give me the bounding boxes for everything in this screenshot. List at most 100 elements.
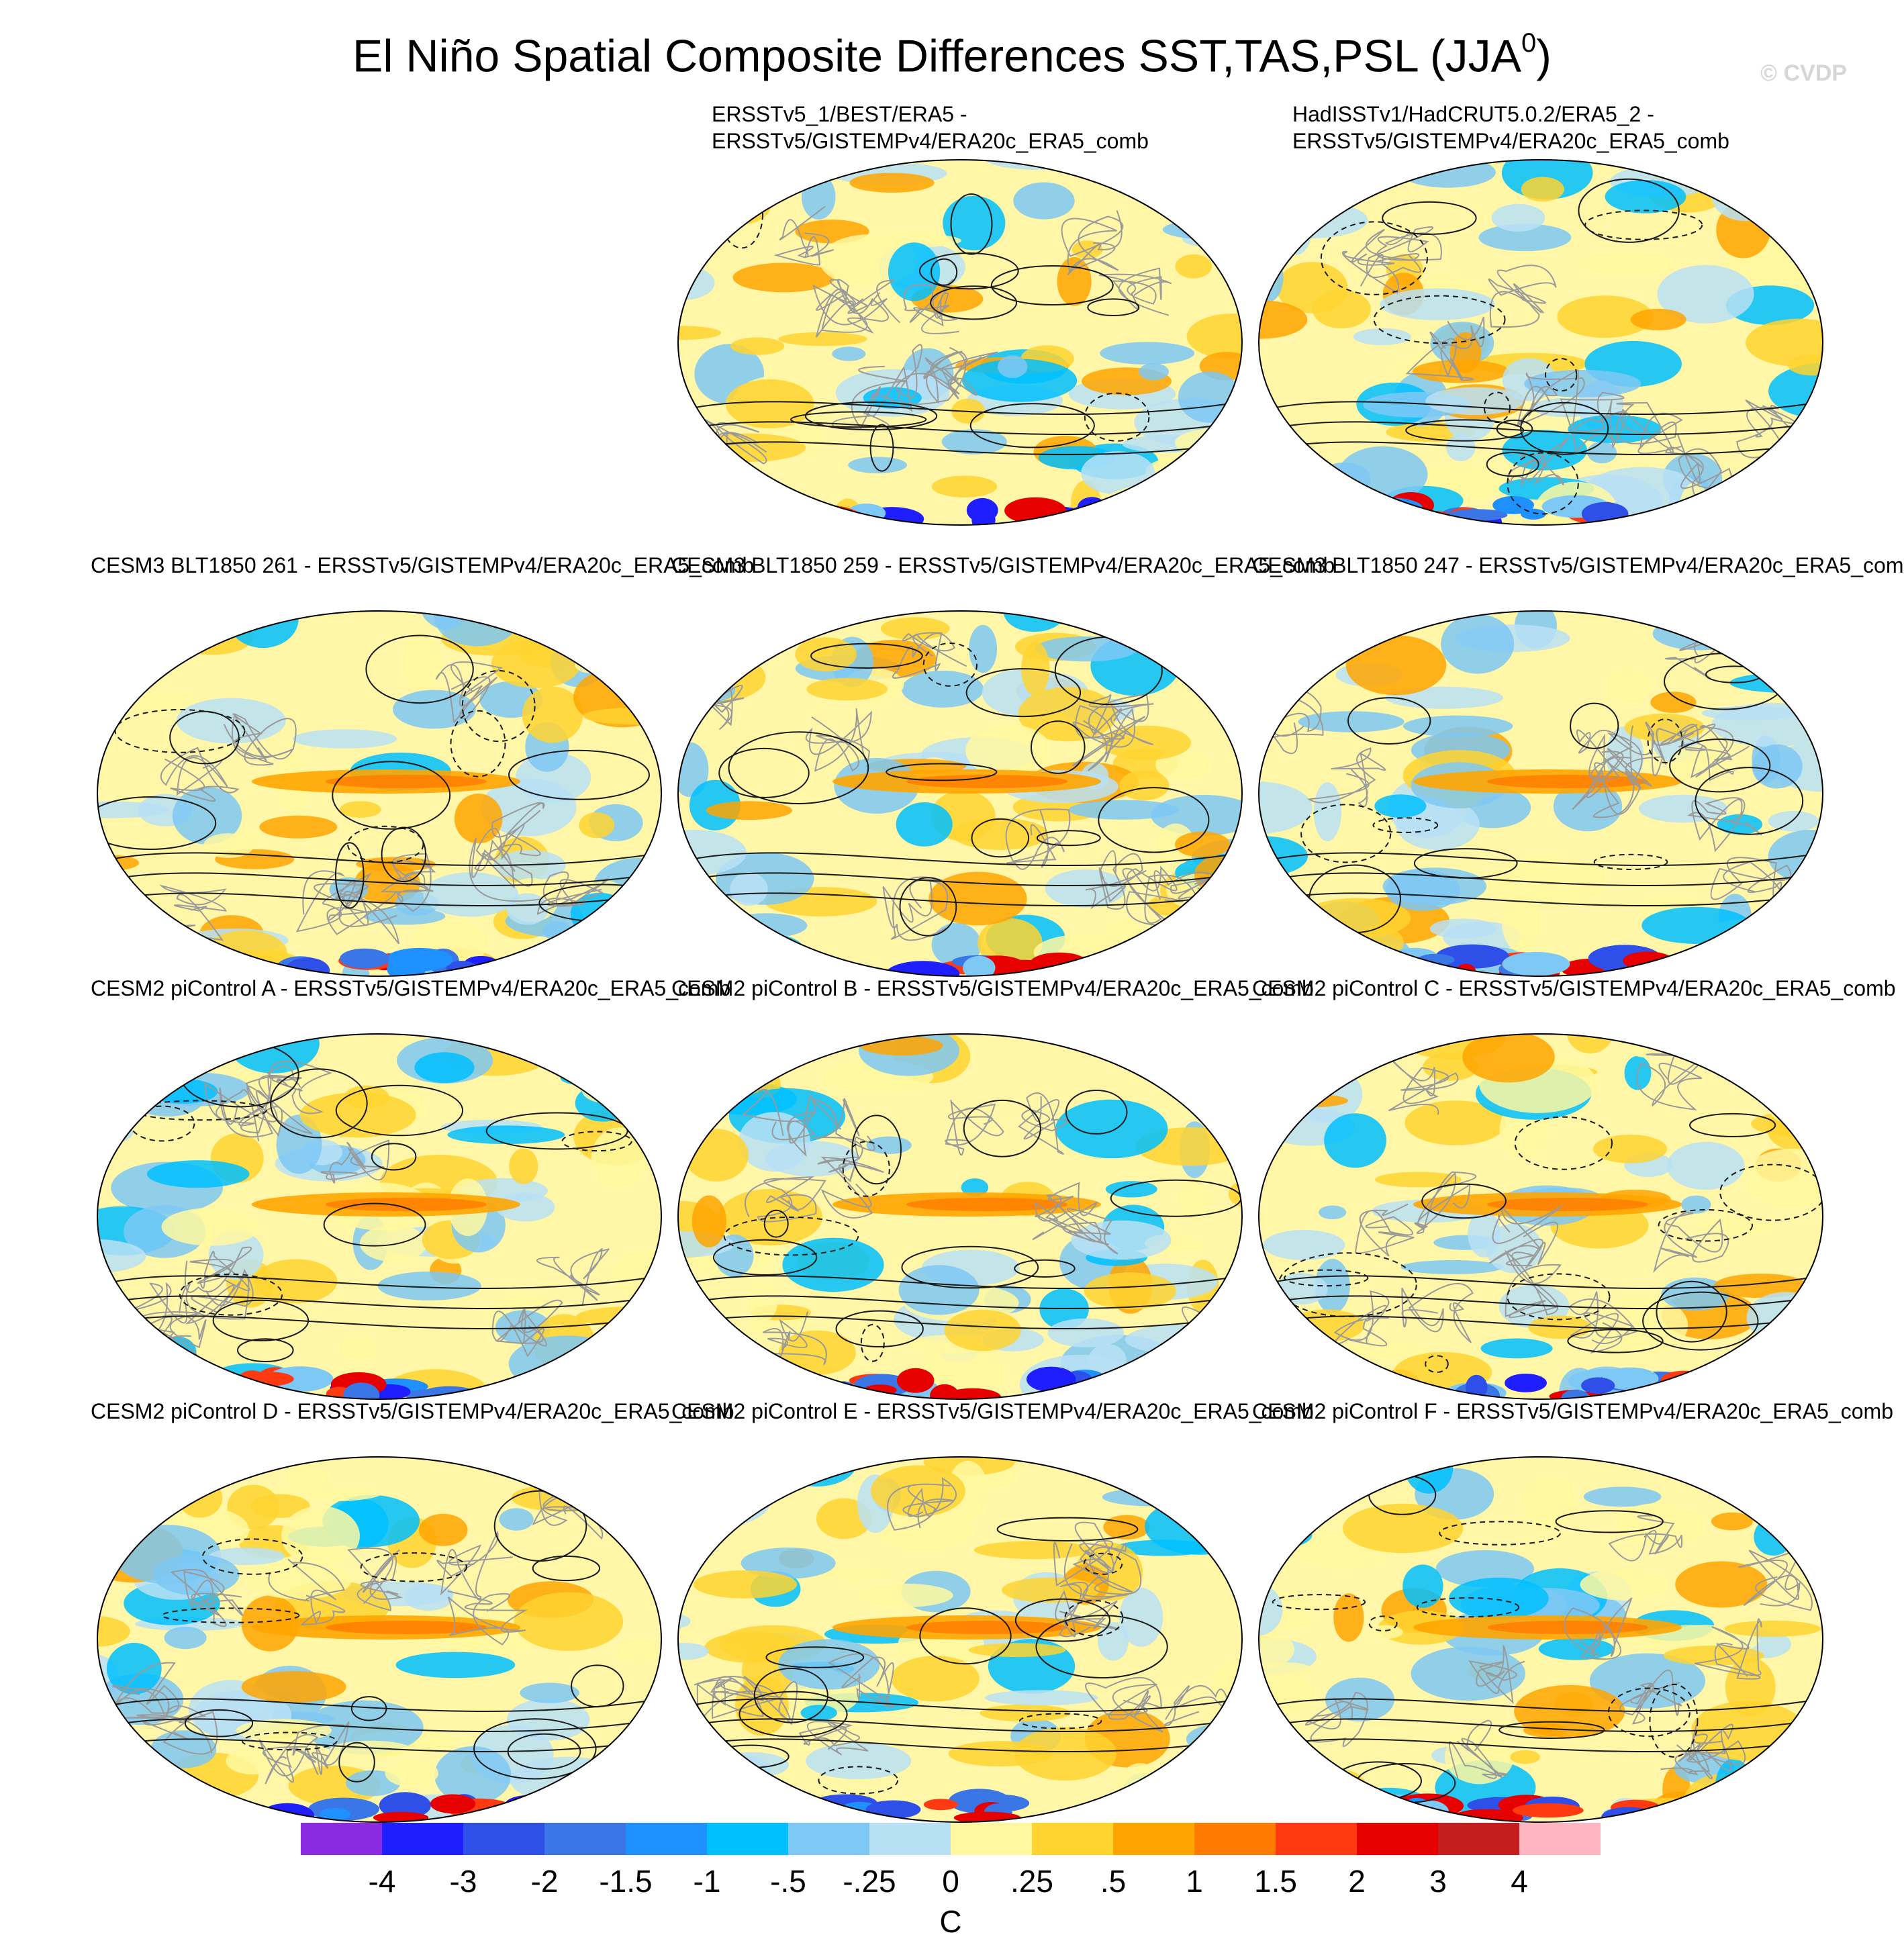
anomaly-patch [871,1465,965,1517]
antarctic-patch [1064,960,1110,976]
anomaly-patch [1057,256,1092,306]
anomaly-patch [1018,687,1117,742]
anomaly-patch [1198,646,1242,688]
psl-contour [103,1315,655,1329]
anomaly-patch [1701,706,1797,720]
anomaly-patch [1795,1304,1823,1321]
anomaly-patch [795,637,857,672]
anomaly-patch [1259,1584,1283,1636]
psl-contour [335,842,365,909]
colorbar-swatch [869,1823,951,1855]
coastline [1568,1291,1638,1354]
anomaly-patch [1259,659,1294,682]
anomaly-patch [591,1127,649,1188]
colorbar-tick-label: 3 [1429,1864,1447,1899]
coastline [170,1568,244,1627]
anomaly-patch [678,326,722,340]
psl-contour [1014,1259,1076,1278]
anomaly-patch [730,337,785,355]
colorbar-swatch [951,1823,1033,1855]
nino-core [326,1198,487,1211]
psl-contour [1368,1615,1398,1632]
anomaly-patch [898,1265,980,1315]
psl-contour [990,265,1114,305]
coastline [812,284,888,338]
anomaly-patch [1259,446,1322,493]
psl-contour [450,710,506,777]
psl-contour [1656,1280,1727,1343]
map-picF [1258,1456,1823,1823]
antarctic-patch [1027,1366,1076,1392]
antarctic-patch [1581,1377,1615,1394]
nino-core [326,775,487,788]
anomaly-patch [130,689,197,714]
psl-contour [1486,452,1539,477]
anomaly-patch [1100,342,1195,365]
anomaly-patch [1583,1486,1662,1507]
anomaly-patch [146,1160,250,1188]
psl-contour [1265,852,1817,866]
anomaly-patch [1173,912,1242,942]
anomaly-patch [678,1708,704,1762]
map-border [97,1033,662,1400]
anomaly-patch [1760,1511,1823,1535]
anomaly-patch [101,1360,183,1377]
field-layer [678,160,1242,525]
psl-contour [1578,178,1680,243]
anomaly-patch [1441,614,1515,674]
anomaly-patch [902,670,984,708]
anomaly-patch [1267,160,1378,181]
colorbar-tick-label: 2 [1348,1864,1366,1899]
psl-contour [1567,1329,1664,1354]
coastline [1507,437,1570,486]
anomaly-patch [203,611,263,628]
anomaly-patch [1267,1094,1348,1108]
psl-contour [1642,1291,1759,1351]
psl-contour [1669,739,1771,793]
coastline [1694,1618,1762,1680]
anomaly-patch [806,1742,912,1780]
coastline [1072,705,1146,771]
coastline [1085,1676,1163,1733]
anomaly-patch [1724,1620,1821,1637]
antarctic-patch [267,1366,334,1392]
panel-title: CESM2 piControl E - ERSSTv5/GISTEMPv4/ER… [671,1399,1314,1423]
colorbar-tick-label: -2 [530,1864,559,1899]
panel-blt247: CESM3 BLT1850 247 - ERSSTv5/GISTEMPv4/ER… [1252,552,1904,982]
anomaly-patch [1684,1774,1760,1822]
anomaly-patch [1746,318,1823,367]
anomaly-patch [339,801,381,818]
colorbar-swatch [1113,1823,1195,1855]
antarctic-patch [944,1388,1002,1399]
antarctic-patch [865,1800,921,1819]
coastline [1053,1521,1127,1586]
anomaly-patch [1094,160,1151,187]
anomaly-patch [1288,1309,1365,1342]
anomaly-patch [1650,692,1697,713]
psl-contour [103,1718,655,1732]
psl-contour [919,1607,1012,1665]
psl-contour [684,421,1236,435]
antarctic-patch [847,504,886,523]
anomaly-patch [286,1464,330,1492]
anomaly-patch [896,802,953,847]
anomaly-patch [1606,667,1651,703]
anomaly-patch [1162,220,1242,240]
map-blt261 [97,610,662,977]
anomaly-patch [254,1259,338,1304]
psl-contour [1483,391,1511,424]
coastline [1653,1212,1729,1274]
panel-blt261: CESM3 BLT1850 261 - ERSSTv5/GISTEMPv4/ER… [91,552,754,982]
anomaly-patch [969,624,998,673]
psl-contour [971,818,1030,858]
colorbar-swatch [1357,1823,1439,1855]
psl-contour [684,852,1236,866]
anomaly-patch [1578,251,1675,278]
anomaly-patch [880,617,950,640]
coastline [887,1477,957,1531]
colorbar-swatch [1438,1823,1520,1855]
map-border [677,1033,1243,1400]
anomaly-patch [1275,640,1304,664]
anomaly-patch [1324,1113,1386,1168]
anomaly-patch [377,1271,481,1300]
